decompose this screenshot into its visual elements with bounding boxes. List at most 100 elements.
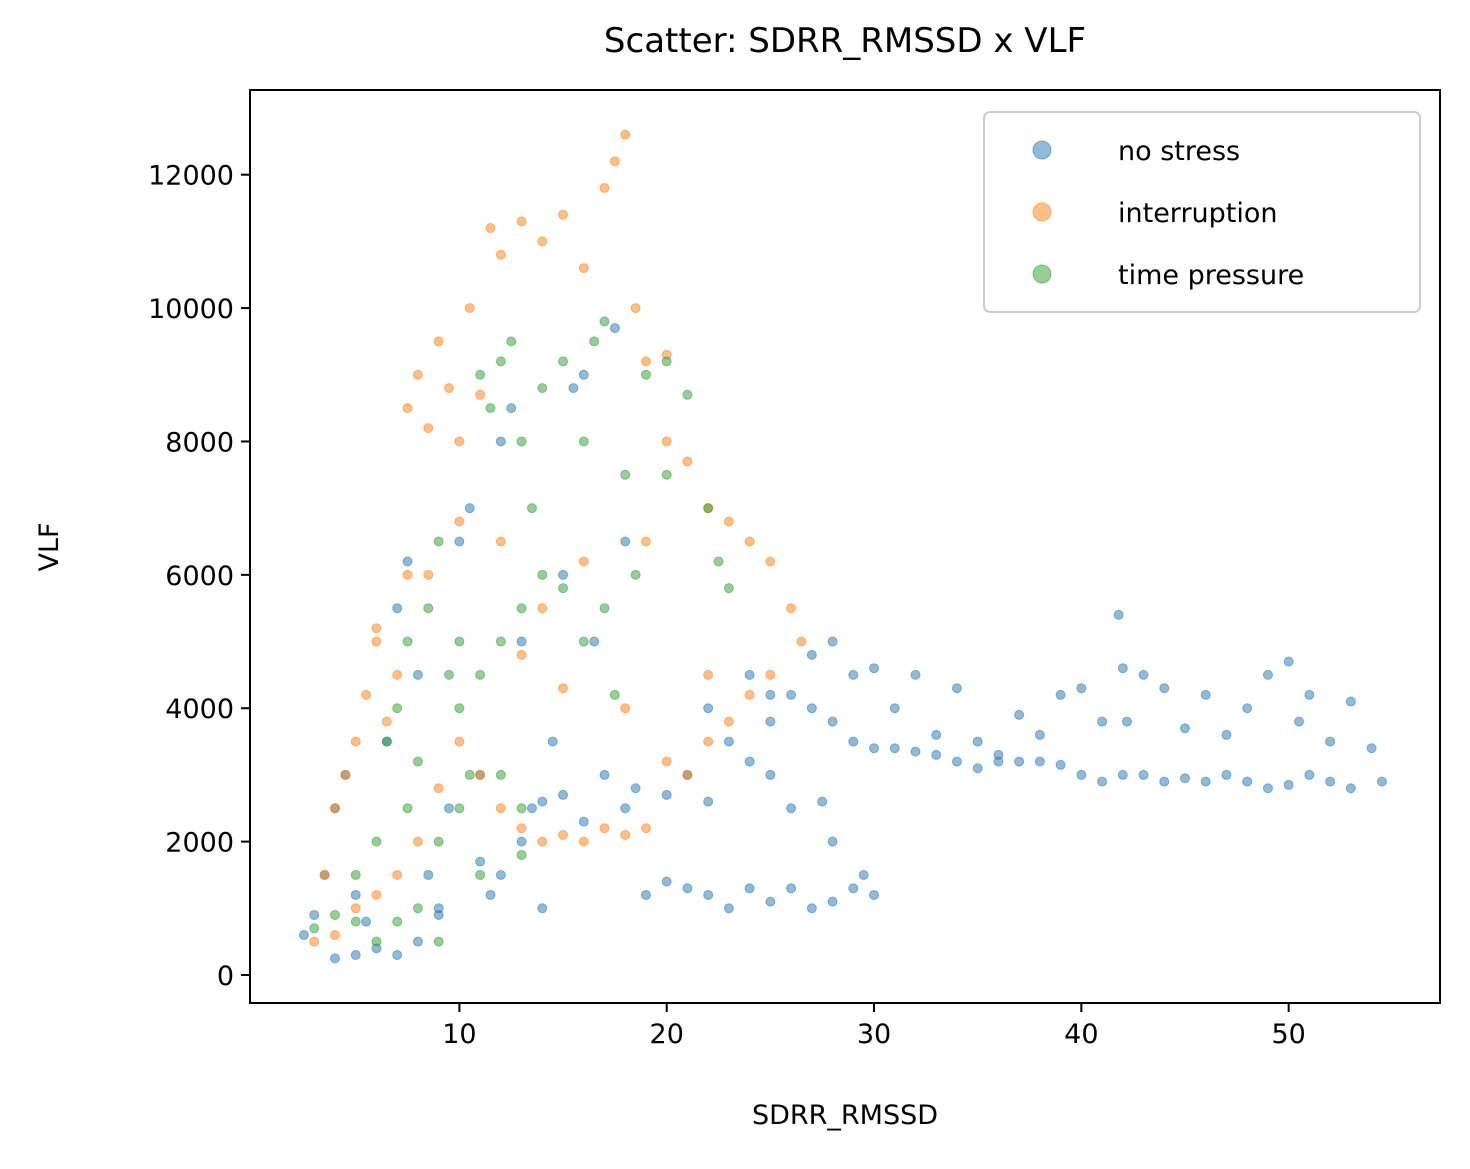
scatter-point xyxy=(1325,736,1336,747)
scatter-point xyxy=(433,536,444,547)
scatter-point xyxy=(786,689,797,700)
scatter-point xyxy=(371,636,382,647)
x-tick-label: 40 xyxy=(1064,1019,1098,1050)
scatter-point xyxy=(309,923,320,934)
scatter-point xyxy=(495,803,506,814)
y-axis-label: VLF xyxy=(34,522,65,571)
scatter-point xyxy=(599,603,610,614)
scatter-point xyxy=(454,736,465,747)
scatter-point xyxy=(744,756,755,767)
scatter-point xyxy=(609,323,620,334)
scatter-point xyxy=(537,236,548,247)
y-tick-label: 2000 xyxy=(165,828,234,859)
scatter-point xyxy=(516,849,527,860)
scatter-point xyxy=(495,249,506,260)
scatter-point xyxy=(1180,773,1190,784)
scatter-point xyxy=(640,823,651,834)
scatter-point xyxy=(558,209,569,220)
scatter-point xyxy=(330,929,340,940)
scatter-point xyxy=(433,903,444,914)
legend-marker xyxy=(1032,202,1052,222)
scatter-point xyxy=(1304,689,1315,700)
scatter-point xyxy=(620,703,631,714)
scatter-point xyxy=(609,156,620,167)
scatter-point xyxy=(827,896,838,907)
scatter-point xyxy=(589,336,600,347)
scatter-point xyxy=(661,356,672,367)
scatter-point xyxy=(620,829,631,840)
scatter-point xyxy=(599,823,610,834)
scatter-point xyxy=(402,569,413,580)
scatter-point xyxy=(703,796,714,807)
scatter-point xyxy=(495,636,506,647)
scatter-point xyxy=(661,756,672,767)
scatter-point xyxy=(558,583,569,594)
scatter-point xyxy=(526,503,537,514)
scatter-point xyxy=(744,536,755,547)
scatter-point xyxy=(392,603,403,614)
legend-box xyxy=(983,111,1421,313)
scatter-point xyxy=(402,403,413,414)
scatter-point xyxy=(350,736,361,747)
scatter-point xyxy=(951,756,962,767)
scatter-point xyxy=(361,916,372,927)
scatter-point xyxy=(578,369,589,380)
scatter-point xyxy=(640,889,651,900)
scatter-point xyxy=(454,516,465,527)
scatter-point xyxy=(713,556,724,567)
scatter-point xyxy=(350,869,361,880)
scatter-point xyxy=(412,936,423,947)
scatter-point xyxy=(495,356,506,367)
scatter-point xyxy=(392,869,403,880)
scatter-point xyxy=(1076,769,1087,780)
plot-area xyxy=(298,129,1387,964)
scatter-point xyxy=(475,369,486,380)
scatter-point xyxy=(1200,776,1211,787)
scatter-point xyxy=(620,129,631,140)
scatter-point xyxy=(547,736,558,747)
scatter-point xyxy=(1376,776,1387,787)
legend: no stress interruption time pressure xyxy=(983,111,1421,313)
scatter-point xyxy=(412,836,423,847)
y-tick-label: 0 xyxy=(217,961,234,992)
scatter-point xyxy=(703,703,714,714)
legend-label: no stress xyxy=(1118,136,1240,167)
scatter-point xyxy=(620,469,631,480)
scatter-point xyxy=(1138,769,1149,780)
scatter-point xyxy=(558,683,569,694)
y-tick-label: 4000 xyxy=(165,694,234,725)
scatter-point xyxy=(464,303,475,314)
scatter-point xyxy=(744,689,755,700)
scatter-point xyxy=(350,903,361,914)
scatter-point xyxy=(392,669,403,680)
scatter-point xyxy=(703,669,714,680)
scatter-point xyxy=(537,569,548,580)
scatter-point xyxy=(827,836,838,847)
scatter-point xyxy=(516,803,527,814)
scatter-point xyxy=(444,803,455,814)
scatter-point xyxy=(412,756,423,767)
scatter-point xyxy=(423,869,434,880)
chart-title: Scatter: SDRR_RMSSD x VLF xyxy=(604,21,1086,61)
scatter-point xyxy=(827,716,838,727)
scatter-point xyxy=(889,703,900,714)
legend-marker xyxy=(1032,264,1052,284)
scatter-point xyxy=(630,303,641,314)
scatter-point xyxy=(744,883,755,894)
scatter-point xyxy=(433,836,444,847)
scatter-point xyxy=(495,436,506,447)
scatter-point xyxy=(1345,783,1356,794)
scatter-point xyxy=(599,316,610,327)
scatter-point xyxy=(703,503,714,514)
scatter-point xyxy=(475,669,486,680)
scatter-point xyxy=(330,803,340,814)
scatter-point xyxy=(640,356,651,367)
scatter-point xyxy=(433,336,444,347)
scatter-point xyxy=(682,389,693,400)
scatter-point xyxy=(1121,716,1132,727)
scatter-point xyxy=(1076,683,1087,694)
scatter-point xyxy=(412,903,423,914)
scatter-point xyxy=(1034,756,1045,767)
scatter-point xyxy=(869,889,880,900)
scatter-point xyxy=(1113,609,1124,620)
